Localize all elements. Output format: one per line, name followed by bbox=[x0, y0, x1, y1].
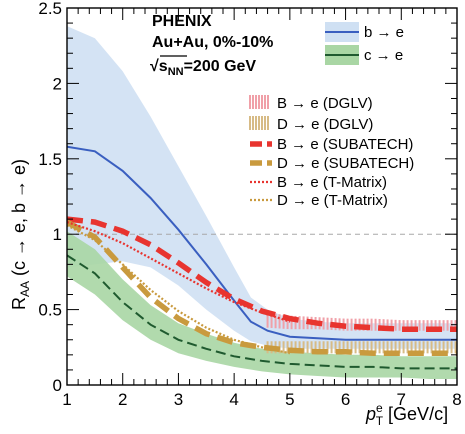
annotation-nn-subscript: NN bbox=[168, 66, 184, 78]
y-tick-label: 1.5 bbox=[38, 150, 62, 169]
annotation-experiment: PHENIX bbox=[152, 13, 212, 30]
annotation-sqrt-sign: √ bbox=[150, 58, 159, 75]
annotation-s: s bbox=[159, 58, 168, 75]
x-tick-label: 4 bbox=[229, 390, 238, 409]
x-tick-label: 7 bbox=[397, 390, 406, 409]
legend-entry-d-to-e-dglv: D → e (DGLV) bbox=[249, 116, 373, 133]
legend-entry-b-to-e: b → e bbox=[325, 22, 404, 42]
line-c-to-e bbox=[67, 254, 457, 370]
y-axis-title: RAA (c → e, b → e) bbox=[9, 159, 32, 310]
annotation-system: Au+Au, 0%-10% bbox=[152, 34, 273, 51]
band-c-to-e bbox=[67, 231, 457, 379]
legend: b → e c → e B → e (DGLV) D → e (DGLV) B → e … bbox=[249, 22, 414, 209]
x-axis-title-sup: e bbox=[376, 401, 383, 415]
line-b-to-e-subatech bbox=[67, 216, 457, 332]
legend-entry-c-to-e: c → e bbox=[325, 45, 403, 65]
legend-label: b → e bbox=[364, 24, 404, 41]
legend-entry-d-to-e-t-matrix: D → e (T-Matrix) bbox=[250, 192, 388, 209]
legend-entry-b-to-e-dglv: B → e (DGLV) bbox=[249, 95, 373, 112]
x-tick-label: 6 bbox=[341, 390, 350, 409]
legend-label: D → e (SUBATECH) bbox=[277, 155, 414, 172]
band-b-to-e bbox=[67, 26, 457, 349]
annotation-energy: √sNN=200 GeV bbox=[150, 58, 256, 78]
model-curves bbox=[67, 145, 457, 370]
line-b-to-e-t-matrix bbox=[67, 221, 291, 323]
line-d-to-e-t-matrix bbox=[67, 224, 291, 355]
x-axis-title: pe T [GeV/c] bbox=[365, 401, 448, 428]
x-tick-label: 1 bbox=[62, 390, 71, 409]
annotation: PHENIX Au+Au, 0%-10% √sNN=200 GeV bbox=[150, 13, 273, 78]
legend-label: B → e (SUBATECH) bbox=[277, 136, 413, 153]
legend-label: D → e (DGLV) bbox=[277, 116, 373, 133]
uncertainty-bands bbox=[67, 26, 457, 379]
x-axis-title-unit: [GeV/c] bbox=[383, 404, 448, 424]
x-tick-label: 8 bbox=[452, 390, 461, 409]
y-axis-title-sub: AA bbox=[18, 281, 32, 297]
x-axis-ticks: 1 2 3 4 5 6 7 8 bbox=[62, 8, 462, 409]
y-axis-ticks: 0 0.5 1 1.5 2 2.5 bbox=[38, 0, 457, 395]
y-tick-label: 1 bbox=[53, 225, 62, 244]
y-axis-title-r: R bbox=[9, 297, 29, 310]
legend-label: B → e (DGLV) bbox=[277, 95, 373, 112]
x-axis-title-sub: T bbox=[376, 414, 384, 428]
legend-label: D → e (T-Matrix) bbox=[277, 192, 388, 209]
line-b-to-e bbox=[67, 145, 457, 341]
x-axis-title-p: p bbox=[365, 404, 376, 424]
x-tick-label: 5 bbox=[285, 390, 294, 409]
legend-entry-b-to-e-t-matrix: B → e (T-Matrix) bbox=[250, 174, 387, 191]
plot-frame bbox=[66, 7, 458, 386]
annotation-energy-value: =200 GeV bbox=[184, 58, 257, 75]
y-tick-label: 2 bbox=[53, 74, 62, 93]
legend-label: c → e bbox=[364, 47, 403, 64]
legend-label: B → e (T-Matrix) bbox=[277, 174, 387, 191]
x-tick-label: 2 bbox=[118, 390, 127, 409]
x-tick-label: 3 bbox=[174, 390, 183, 409]
y-tick-label: 2.5 bbox=[38, 0, 62, 18]
y-tick-label: 0 bbox=[53, 376, 62, 395]
y-axis-title-rest: (c → e, b → e) bbox=[9, 159, 29, 281]
y-tick-label: 0.5 bbox=[38, 301, 62, 320]
line-d-to-e-subatech bbox=[67, 219, 457, 357]
legend-entry-b-to-e-subatech: B → e (SUBATECH) bbox=[250, 136, 413, 153]
legend-entry-d-to-e-subatech: D → e (SUBATECH) bbox=[250, 155, 414, 172]
